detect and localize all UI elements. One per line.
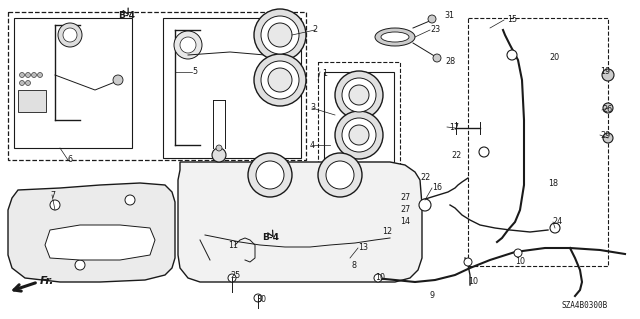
- Text: 16: 16: [432, 183, 442, 192]
- Text: 3: 3: [310, 103, 315, 113]
- Bar: [163, 18, 301, 158]
- Text: 5: 5: [192, 68, 197, 77]
- Circle shape: [19, 80, 24, 85]
- Text: 8: 8: [352, 261, 357, 270]
- Circle shape: [19, 72, 24, 78]
- Text: 29: 29: [600, 130, 611, 139]
- Circle shape: [228, 274, 236, 282]
- Circle shape: [602, 69, 614, 81]
- Text: 10: 10: [375, 273, 385, 283]
- Circle shape: [326, 161, 354, 189]
- Bar: [318, 62, 400, 167]
- Circle shape: [254, 294, 262, 302]
- Circle shape: [58, 23, 82, 47]
- Text: 4: 4: [310, 140, 315, 150]
- Circle shape: [464, 258, 472, 266]
- Text: 18: 18: [548, 179, 558, 188]
- Circle shape: [50, 200, 60, 210]
- Text: 9: 9: [430, 291, 435, 300]
- Text: 12: 12: [382, 227, 392, 236]
- Text: 24: 24: [552, 218, 562, 226]
- Text: 13: 13: [358, 243, 368, 253]
- Circle shape: [26, 72, 31, 78]
- Circle shape: [254, 9, 306, 61]
- Text: 19: 19: [600, 68, 610, 77]
- Text: 6: 6: [68, 155, 73, 165]
- Circle shape: [180, 37, 196, 53]
- Circle shape: [603, 133, 613, 143]
- Circle shape: [603, 103, 613, 113]
- Text: 20: 20: [549, 53, 559, 62]
- Circle shape: [261, 61, 299, 99]
- Text: 25: 25: [230, 271, 240, 279]
- Circle shape: [113, 75, 123, 85]
- Text: 30: 30: [256, 295, 266, 305]
- Circle shape: [550, 223, 560, 233]
- Circle shape: [256, 161, 284, 189]
- Text: 26: 26: [602, 106, 612, 115]
- Circle shape: [433, 54, 441, 62]
- Bar: [18, 90, 46, 112]
- Circle shape: [318, 153, 362, 197]
- Text: B-4: B-4: [118, 11, 135, 20]
- Text: 28: 28: [445, 57, 455, 66]
- Text: 14: 14: [400, 218, 410, 226]
- Circle shape: [268, 23, 292, 47]
- Circle shape: [75, 260, 85, 270]
- Text: 22: 22: [420, 174, 430, 182]
- Polygon shape: [178, 162, 422, 282]
- Circle shape: [479, 147, 489, 157]
- Polygon shape: [45, 225, 155, 260]
- Circle shape: [174, 31, 202, 59]
- Circle shape: [31, 72, 36, 78]
- Bar: [324, 72, 394, 162]
- Circle shape: [335, 111, 383, 159]
- Circle shape: [335, 71, 383, 119]
- Circle shape: [38, 72, 42, 78]
- Text: 23: 23: [430, 26, 440, 34]
- Circle shape: [212, 148, 226, 162]
- Circle shape: [419, 199, 431, 211]
- Circle shape: [374, 274, 382, 282]
- Circle shape: [349, 85, 369, 105]
- Circle shape: [63, 28, 77, 42]
- Circle shape: [248, 153, 292, 197]
- Text: 17: 17: [449, 122, 459, 131]
- Circle shape: [261, 16, 299, 54]
- Circle shape: [514, 249, 522, 257]
- Text: 7: 7: [50, 190, 55, 199]
- Circle shape: [507, 50, 517, 60]
- Ellipse shape: [375, 28, 415, 46]
- Text: SZA4B0300B: SZA4B0300B: [562, 301, 608, 310]
- Bar: [468, 18, 608, 266]
- Text: 11: 11: [228, 241, 238, 249]
- Polygon shape: [8, 183, 175, 282]
- Text: 27: 27: [400, 194, 410, 203]
- Circle shape: [268, 68, 292, 92]
- Text: B-4: B-4: [262, 233, 279, 242]
- Circle shape: [428, 15, 436, 23]
- Circle shape: [26, 80, 31, 85]
- Text: 1: 1: [322, 69, 327, 78]
- Ellipse shape: [381, 32, 409, 42]
- Text: Fr.: Fr.: [40, 276, 54, 286]
- Circle shape: [125, 195, 135, 205]
- Circle shape: [342, 118, 376, 152]
- Circle shape: [342, 78, 376, 112]
- Circle shape: [216, 145, 222, 151]
- Circle shape: [349, 125, 369, 145]
- Bar: [8, 12, 306, 160]
- Text: 10: 10: [515, 257, 525, 266]
- Text: 10: 10: [468, 277, 478, 286]
- Text: 27: 27: [400, 205, 410, 214]
- Text: 2: 2: [312, 26, 317, 34]
- Text: 22: 22: [451, 151, 461, 160]
- Circle shape: [254, 54, 306, 106]
- Bar: [14, 18, 132, 148]
- Text: 31: 31: [444, 11, 454, 19]
- Text: 15: 15: [507, 16, 517, 25]
